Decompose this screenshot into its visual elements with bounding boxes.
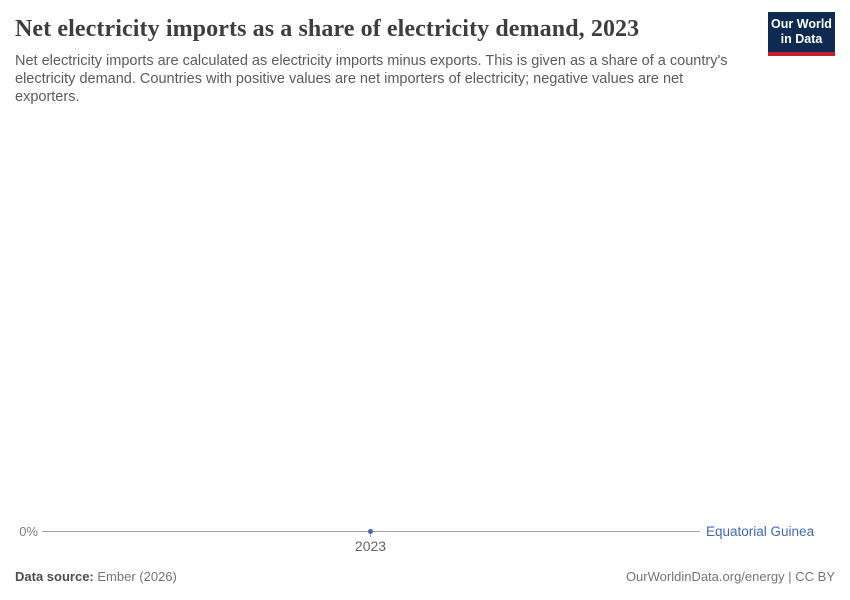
owid-logo-line1: Our World [771, 17, 832, 31]
entity-label-equatorial-guinea[interactable]: Equatorial Guinea [706, 524, 815, 539]
data-source-value: Ember (2026) [97, 569, 177, 584]
chart-subtitle: Net electricity imports are calculated a… [15, 53, 728, 105]
credit-link[interactable]: OurWorldinData.org/energy | CC BY [625, 569, 835, 584]
data-source-note: Data source: Ember (2026) [15, 569, 177, 584]
data-point-2023[interactable] [368, 529, 373, 534]
data-source-label: Data source: [15, 569, 94, 584]
chart-title: Net electricity imports as a share of el… [15, 16, 640, 42]
owid-logo-line2: in Data [780, 32, 823, 46]
x-axis-tick-label: 2023 [354, 538, 387, 554]
y-axis-zero-label: 0% [19, 524, 38, 539]
x-axis-tick [370, 533, 371, 537]
owid-logo[interactable]: Our World in Data [768, 12, 835, 56]
